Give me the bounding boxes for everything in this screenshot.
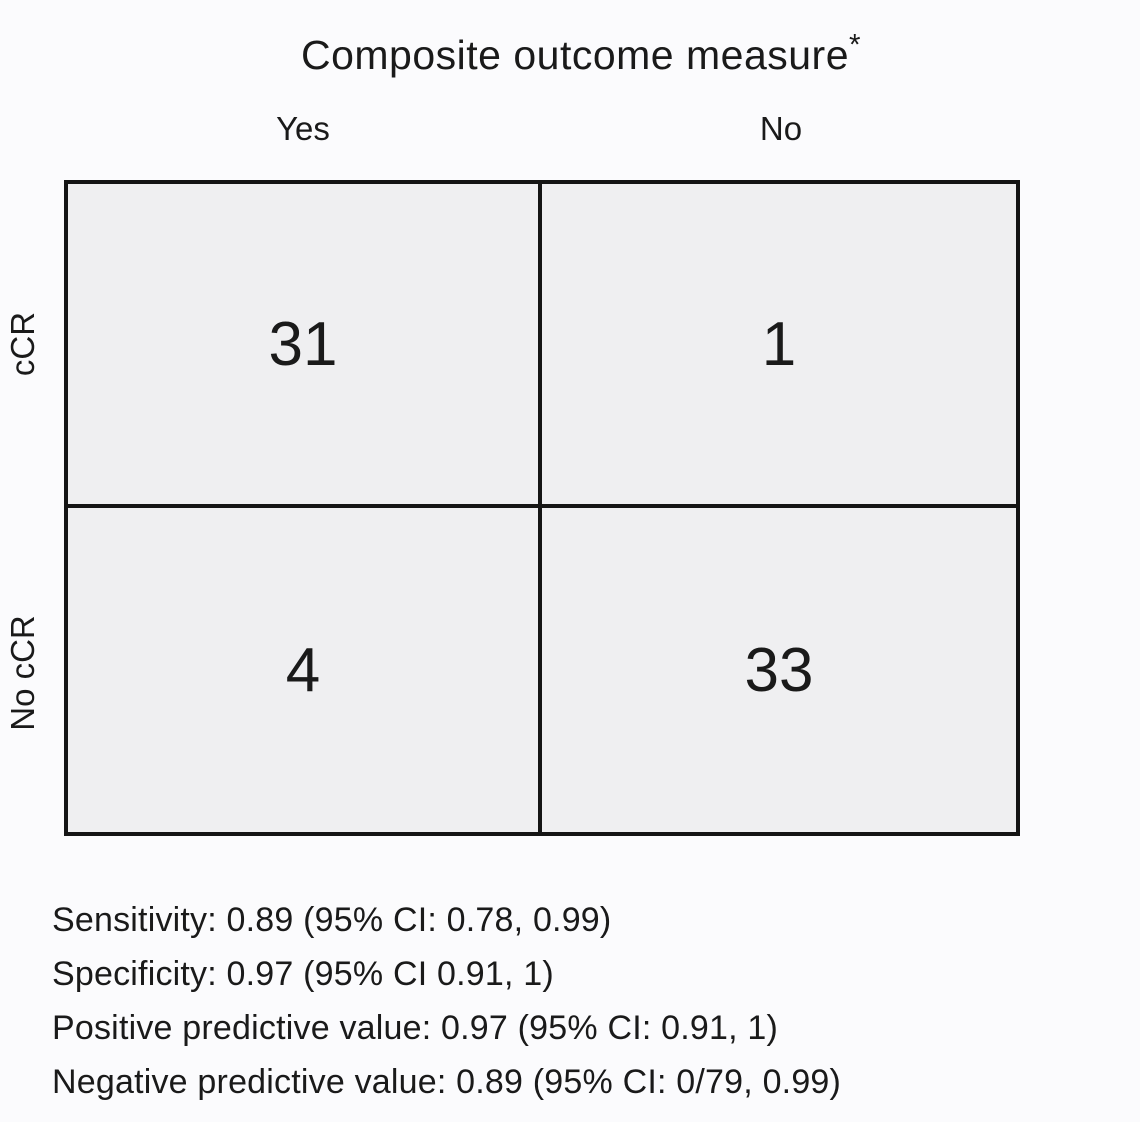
cell-no-ccr-yes: 4 [68,508,542,832]
figure-title: Composite outcome measure* [0,30,1140,79]
stat-sensitivity: Sensitivity: 0.89 (95% CI: 0.78, 0.99) [52,901,612,939]
row-header-no-ccr: No cCR [4,615,41,731]
row-header-ccr: cCR [4,311,41,377]
stat-positive-predictive-value: Positive predictive value: 0.97 (95% CI:… [52,1009,779,1047]
cell-ccr-no: 1 [542,184,1016,508]
matrix-table: 31 1 4 33 [64,180,1020,836]
figure-title-text: Composite outcome measure [300,32,850,78]
stat-negative-predictive-value: Negative predictive value: 0.89 (95% CI:… [52,1063,842,1101]
cell-no-ccr-no: 33 [542,508,1016,832]
cell-ccr-yes: 31 [68,184,542,508]
footnote-asterisk-marker: * [849,28,862,62]
statistics-block: Sensitivity: 0.89 (95% CI: 0.78, 0.99) S… [52,893,1122,1109]
column-header-yes: Yes [276,110,330,147]
column-header-no: No [759,110,803,147]
stat-specificity: Specificity: 0.97 (95% CI 0.91, 1) [52,955,554,993]
